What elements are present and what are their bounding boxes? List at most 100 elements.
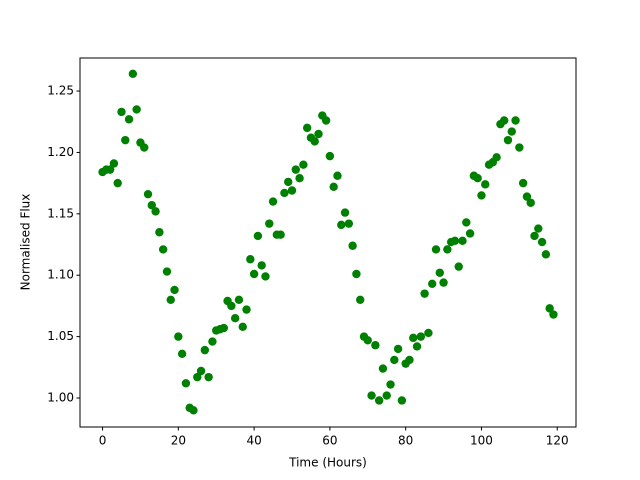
point — [450, 236, 460, 246]
point — [155, 228, 164, 237]
y-tick-label: 1.00 — [47, 391, 74, 405]
point — [477, 191, 486, 200]
point — [193, 372, 202, 382]
point — [405, 355, 414, 365]
point — [526, 198, 535, 207]
point — [492, 153, 501, 162]
y-tick-label: 1.20 — [47, 145, 74, 159]
point — [113, 178, 122, 188]
point — [515, 143, 524, 152]
point — [200, 345, 210, 355]
point — [302, 123, 312, 133]
point — [337, 220, 346, 230]
point — [147, 201, 157, 210]
point — [325, 151, 335, 161]
point — [371, 341, 380, 350]
point — [443, 245, 452, 254]
point — [462, 218, 471, 227]
point — [454, 262, 463, 271]
y-tick-label: 1.15 — [47, 206, 74, 220]
point — [397, 396, 407, 405]
point — [435, 268, 444, 277]
y-tick-label: 1.05 — [47, 329, 74, 343]
point — [181, 379, 191, 388]
point — [265, 219, 274, 228]
point — [340, 208, 350, 217]
point — [162, 267, 172, 276]
point — [545, 304, 554, 313]
point — [344, 219, 354, 228]
point — [238, 322, 247, 331]
point — [458, 236, 467, 246]
point — [409, 333, 418, 343]
point — [481, 180, 490, 189]
point — [333, 171, 342, 180]
point — [234, 295, 244, 304]
y-axis-label: Normalised Flux — [19, 194, 33, 291]
y-tick-label: 1.25 — [47, 84, 74, 98]
point — [219, 323, 228, 333]
point — [249, 269, 259, 279]
point — [522, 192, 532, 201]
point — [386, 380, 395, 389]
x-tick-label: 60 — [322, 434, 337, 448]
point — [390, 355, 399, 365]
point — [204, 372, 213, 382]
point — [374, 396, 384, 405]
point — [321, 116, 331, 125]
point — [105, 165, 115, 174]
x-axis-label: Time (Hours) — [288, 456, 367, 470]
point — [299, 160, 308, 169]
point — [170, 285, 179, 295]
point — [261, 272, 270, 281]
point — [348, 241, 357, 250]
point — [534, 224, 543, 233]
point — [227, 301, 236, 311]
point — [412, 342, 422, 351]
x-tick-label: 100 — [470, 434, 493, 448]
point — [208, 337, 217, 346]
point — [287, 186, 297, 195]
point — [257, 261, 266, 270]
point — [151, 207, 160, 216]
point — [280, 188, 289, 198]
point — [473, 174, 482, 183]
plot-area — [79, 57, 577, 428]
point — [230, 314, 240, 323]
point — [166, 295, 175, 304]
point — [189, 406, 198, 415]
point — [367, 391, 376, 400]
point — [439, 278, 448, 287]
point — [352, 269, 361, 279]
point — [124, 115, 134, 124]
point — [314, 129, 323, 139]
point — [507, 127, 516, 136]
point — [109, 159, 119, 168]
point — [276, 230, 285, 239]
point — [378, 364, 388, 373]
point — [503, 135, 513, 145]
point — [329, 182, 338, 192]
point — [499, 116, 509, 125]
point — [128, 69, 138, 79]
point — [518, 178, 528, 188]
point — [541, 250, 551, 259]
point — [295, 174, 304, 183]
point — [431, 245, 441, 254]
point — [363, 336, 372, 345]
x-tick-label: 80 — [398, 434, 413, 448]
point — [143, 189, 153, 199]
point — [132, 105, 141, 114]
point — [177, 349, 187, 359]
x-tick-label: 120 — [546, 434, 569, 448]
x-tick-label: 0 — [99, 434, 107, 448]
point — [511, 116, 520, 125]
x-tick-label: 40 — [246, 434, 261, 448]
point — [465, 229, 475, 238]
point — [174, 332, 183, 341]
point — [158, 245, 168, 254]
point — [117, 107, 126, 117]
point — [284, 177, 293, 187]
